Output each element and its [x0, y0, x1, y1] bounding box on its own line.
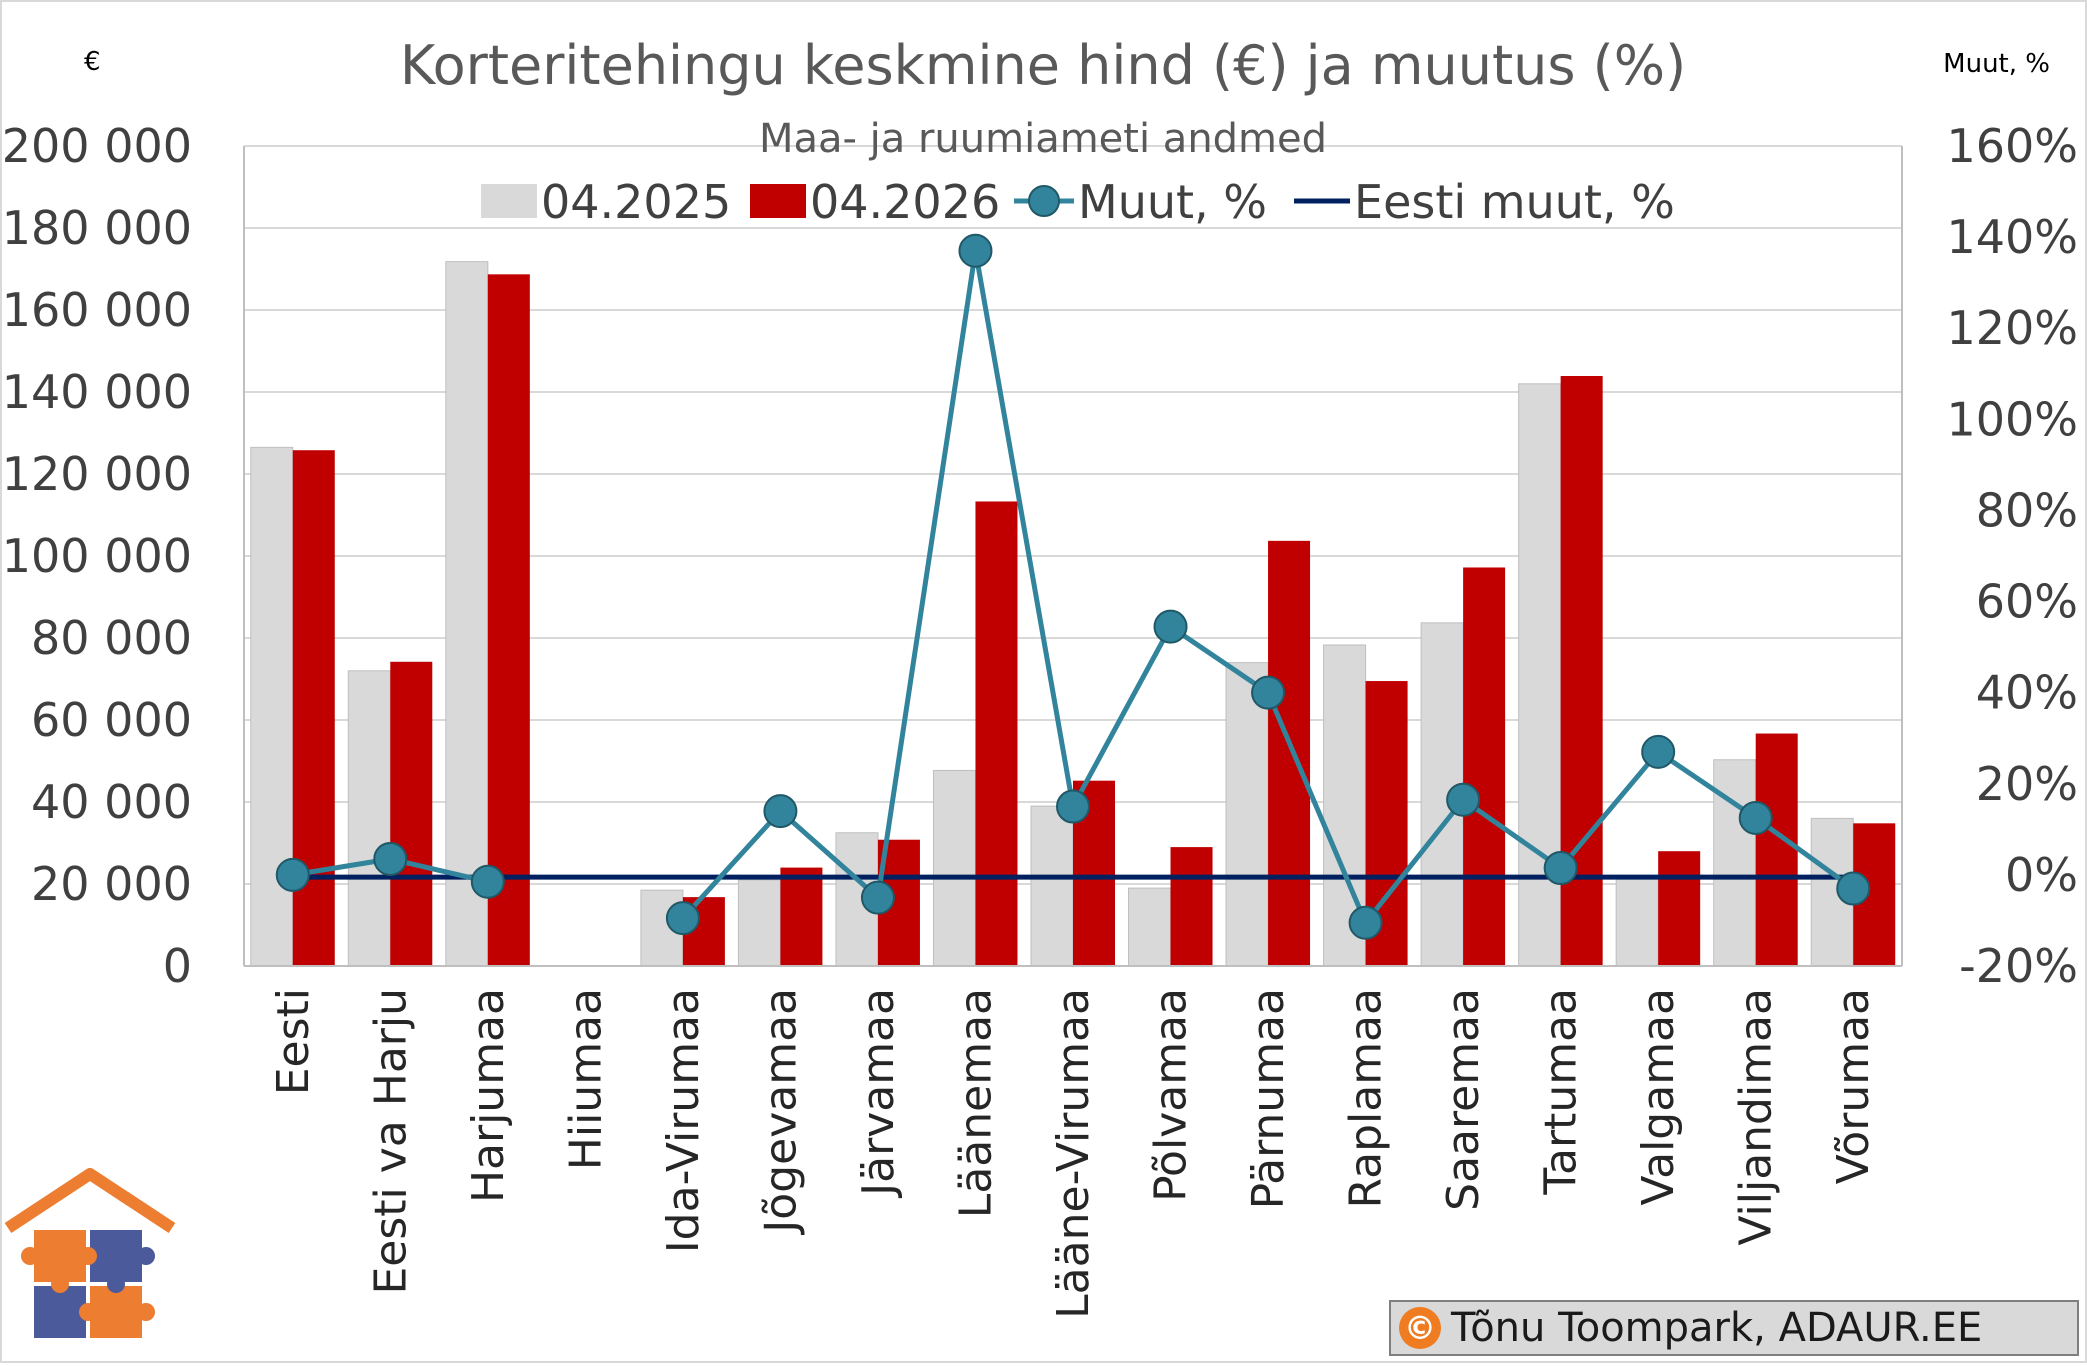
change-marker: [1641, 734, 1676, 769]
left-tick-label: 20 000: [31, 857, 192, 911]
bar-2025: [1615, 875, 1659, 967]
legend: 04.2025 04.2026 Muut, % Eesti muut, %: [481, 175, 1675, 229]
left-tick-label: 60 000: [31, 693, 192, 747]
bar-2025: [1713, 759, 1757, 967]
left-tick-label: 0: [163, 939, 192, 993]
left-tick-label: 100 000: [2, 529, 192, 583]
change-marker: [1446, 782, 1481, 817]
left-tick-label: 180 000: [2, 201, 192, 255]
legend-label-eesti-change: Eesti muut, %: [1354, 175, 1675, 229]
category-label: Eesti: [268, 988, 319, 1095]
left-axis-tick-labels: 0 20 000 40 000 60 000 80 000 100 000 120 000 1…: [2, 119, 192, 993]
bar-2026: [1658, 851, 1701, 966]
category-label: Hiiumaa: [560, 988, 611, 1170]
bar-2026: [1268, 540, 1311, 966]
change-marker: [1348, 905, 1383, 940]
category-label: Eesti va Harju: [365, 988, 416, 1295]
change-marker: [1836, 871, 1871, 906]
left-tick-label: 120 000: [2, 447, 192, 501]
category-label: Pärnumaa: [1243, 988, 1294, 1209]
logo-house-puzzle: [0, 1162, 180, 1362]
right-tick-label: 20%: [1976, 757, 2078, 811]
bar-2025: [1225, 662, 1269, 967]
bar-2025: [347, 670, 391, 967]
left-tick-label: 80 000: [31, 611, 192, 665]
bar-2026: [487, 274, 530, 967]
change-marker: [1153, 609, 1188, 644]
bar-2025: [1128, 887, 1172, 967]
right-tick-label: 40%: [1976, 666, 2078, 720]
legend-label-2026: 04.2026: [810, 175, 1000, 229]
chart-subtitle: Maa- ja ruumiameti andmed: [759, 116, 1327, 162]
copyright-icon: ©: [1399, 1307, 1441, 1349]
category-label: Harjumaa: [463, 988, 514, 1203]
change-marker: [958, 233, 993, 268]
change-marker: [373, 841, 408, 876]
change-marker: [1056, 789, 1090, 824]
bar-2026: [780, 867, 823, 966]
legend-swatch-2026: [750, 184, 806, 218]
category-label: Ida-Virumaa: [658, 988, 709, 1253]
right-tick-label: 140%: [1946, 210, 2078, 264]
category-label: Valgamaa: [1633, 988, 1684, 1206]
category-label: Viljandimaa: [1731, 988, 1782, 1246]
category-label: Tartumaa: [1536, 988, 1587, 1196]
right-tick-label: -20%: [1959, 939, 2078, 993]
change-marker: [470, 864, 505, 899]
change-marker: [665, 901, 700, 936]
category-label: Jõgevamaa: [755, 988, 806, 1236]
right-tick-label: 160%: [1946, 119, 2078, 173]
change-marker: [275, 857, 310, 892]
bars: [250, 261, 1896, 967]
category-label: Läänemaa: [950, 988, 1001, 1218]
right-tick-label: 120%: [1946, 301, 2078, 355]
category-label: Saaremaa: [1438, 988, 1489, 1211]
right-axis-tick-labels: -20% 0% 20% 40% 60% 80% 100% 120% 140% 160%: [1946, 119, 2078, 993]
change-marker: [1543, 851, 1578, 886]
category-label: Järvamaa: [853, 988, 904, 1199]
left-tick-label: 40 000: [31, 775, 192, 829]
change-marker: [1738, 800, 1773, 835]
bar-2026: [390, 661, 433, 966]
category-label: Põlvamaa: [1146, 988, 1197, 1202]
category-labels: Eesti Eesti va Harju Harjumaa Hiiumaa Ida-Vi…: [268, 988, 1879, 1319]
legend-label-change: Muut, %: [1078, 175, 1267, 229]
right-axis-unit: Muut, %: [1943, 49, 2050, 79]
left-tick-label: 160 000: [2, 283, 192, 337]
category-label: Võrumaa: [1828, 988, 1879, 1184]
copyright-text: Tõnu Toompark, ADAUR.EE: [1451, 1305, 1983, 1351]
bar-2025: [932, 769, 976, 967]
bar-2026: [1170, 847, 1213, 966]
right-tick-label: 60%: [1976, 575, 2078, 629]
change-marker: [860, 880, 895, 915]
bar-2026: [1755, 733, 1798, 966]
legend-swatch-2025: [481, 184, 537, 218]
bar-2025: [737, 879, 781, 967]
category-label: Lääne-Virumaa: [1048, 988, 1099, 1319]
left-tick-label: 140 000: [2, 365, 192, 419]
left-axis-unit: €: [84, 47, 101, 77]
right-tick-label: 0%: [2005, 848, 2078, 902]
change-line-series: [275, 233, 1871, 940]
right-tick-label: 80%: [1976, 483, 2078, 537]
bar-2025: [445, 261, 489, 967]
axes: [243, 146, 1903, 967]
left-tick-label: 200 000: [2, 119, 192, 173]
bar-2026: [1463, 567, 1506, 966]
legend-marker-change: [1028, 185, 1060, 217]
legend-label-2025: 04.2025: [541, 175, 731, 229]
category-label: Raplamaa: [1341, 988, 1392, 1208]
change-marker: [1251, 675, 1286, 710]
bar-2025: [1030, 805, 1074, 967]
chart-title: Korteritehingu keskmine hind (€) ja muut…: [400, 34, 1686, 97]
change-marker: [763, 794, 798, 829]
copyright-box: © Tõnu Toompark, ADAUR.EE: [1389, 1300, 2079, 1356]
bar-2026: [975, 501, 1018, 966]
right-tick-label: 100%: [1946, 392, 2078, 446]
